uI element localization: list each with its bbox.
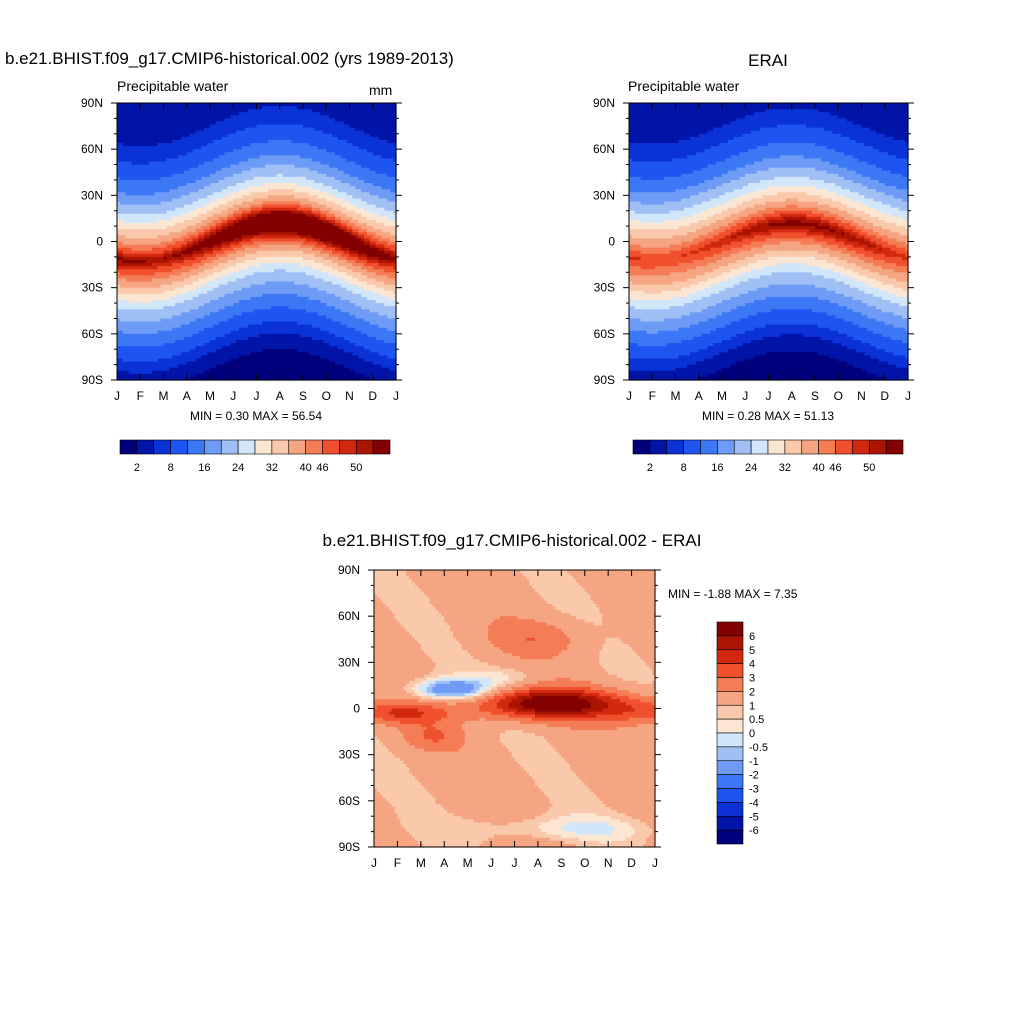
figure: b.e21.BHIST.f09_g17.CMIP6-historical.002… xyxy=(0,0,1024,1024)
model-title: b.e21.BHIST.f09_g17.CMIP6-historical.002… xyxy=(5,49,454,68)
model-subtitle: Precipitable water xyxy=(117,78,229,94)
model-contour-field xyxy=(117,103,397,381)
model-units: mm xyxy=(369,82,392,98)
model-panel: b.e21.BHIST.f09_g17.CMIP6-historical.002… xyxy=(5,49,454,474)
